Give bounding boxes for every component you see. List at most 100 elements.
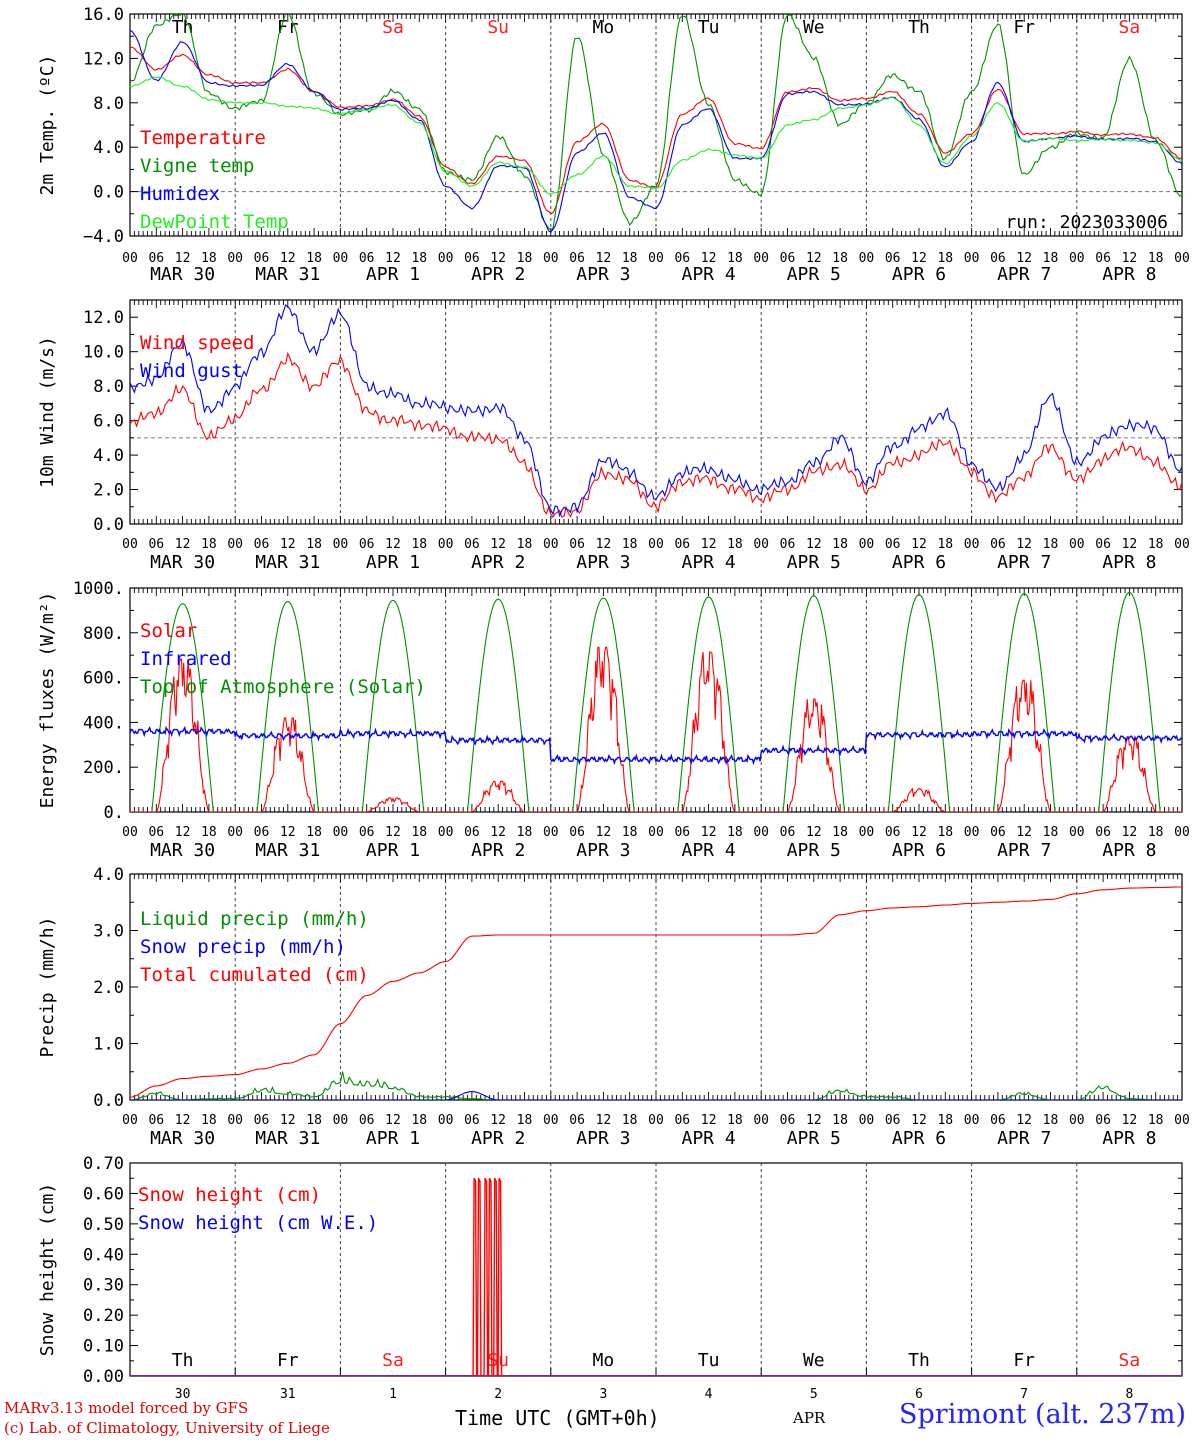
hour-label: 12 (806, 825, 822, 840)
legend-item: Top of Atmosphere (Solar) (140, 676, 426, 698)
hour-label: 00 (122, 825, 138, 840)
hour-label: 00 (964, 251, 980, 266)
day-number-label: 2 (494, 1387, 502, 1402)
date-label: APR 4 (682, 552, 736, 573)
hour-label: 06 (885, 825, 901, 840)
hour-label: 12 (701, 825, 717, 840)
legend-item: Liquid precip (mm/h) (140, 908, 369, 930)
hour-label: 00 (964, 1113, 980, 1128)
date-label: APR 6 (892, 552, 946, 573)
hour-label: 12 (911, 1113, 927, 1128)
series-group (130, 591, 1182, 812)
hour-label: 12 (280, 1113, 296, 1128)
hour-label: 12 (911, 825, 927, 840)
y-tick-label: 0.00 (83, 1367, 124, 1387)
y-tick-label: 4.0 (93, 865, 124, 885)
hour-label: 00 (859, 251, 875, 266)
date-label: APR 1 (366, 552, 420, 573)
plot-frame (129, 299, 1183, 525)
legend-item: Wind speed (140, 332, 254, 354)
date-label: APR 7 (997, 264, 1051, 285)
hour-label: 00 (1069, 251, 1085, 266)
hour-label: 12 (596, 537, 612, 552)
hour-label: 00 (1174, 1113, 1190, 1128)
day-number-label: 8 (1125, 1387, 1133, 1402)
hour-label: 06 (1095, 1113, 1111, 1128)
series-line-liquid-precip-mm-h- (130, 1071, 1182, 1100)
y-tick-label: 0.70 (83, 1154, 124, 1174)
y-tick-label: 10.0 (83, 343, 124, 363)
y-tick-label: 4.0 (93, 446, 124, 466)
y-tick-label: 400. (83, 713, 124, 733)
series-line-dewpoint-temp (130, 76, 1182, 195)
hour-label: 12 (701, 1113, 717, 1128)
hour-label: 18 (937, 1113, 953, 1128)
y-tick-label: 0.30 (83, 1276, 124, 1296)
hour-label: 12 (385, 1113, 401, 1128)
hour-label: 06 (254, 251, 270, 266)
date-label: MAR 31 (255, 264, 320, 285)
hour-label: 06 (780, 825, 796, 840)
hour-label: 12 (385, 251, 401, 266)
hour-label: 00 (753, 1113, 769, 1128)
weekday-label: Fr (1013, 1350, 1035, 1371)
series-group (130, 14, 1182, 233)
y-tick-label: 2.0 (93, 481, 124, 501)
hour-label: 18 (622, 251, 638, 266)
hour-label: 06 (1095, 825, 1111, 840)
hour-label: 00 (964, 825, 980, 840)
legend-item: Snow height (cm W.E.) (138, 1212, 378, 1234)
hour-label: 06 (359, 537, 375, 552)
hour-label: 18 (727, 1113, 743, 1128)
date-label: APR 6 (892, 840, 946, 861)
date-label: APR 1 (366, 1128, 420, 1149)
hour-label: 18 (832, 1113, 848, 1128)
y-tick-label: 8.0 (93, 94, 124, 114)
hour-label: 12 (1016, 537, 1032, 552)
hour-label: 06 (464, 1113, 480, 1128)
hour-label: 18 (517, 537, 533, 552)
y-axis-title: 10m Wind (m/s) (37, 336, 58, 488)
date-label: APR 6 (892, 1128, 946, 1149)
hour-label: 00 (1069, 537, 1085, 552)
hour-label: 18 (1043, 825, 1059, 840)
date-label: APR 5 (787, 264, 841, 285)
date-label: APR 7 (997, 840, 1051, 861)
date-label: APR 5 (787, 1128, 841, 1149)
panel-temperature: 16.0 12.0 8.0 4.0 0.0 −4.0 2m Temp. (ºC) 00 06 12… (37, 5, 1190, 285)
hour-label: 06 (148, 537, 164, 552)
legend-item: Total cumulated (cm) (140, 964, 369, 986)
hour-label: 00 (122, 1113, 138, 1128)
hour-label: 06 (569, 825, 585, 840)
hour-label: 00 (543, 251, 559, 266)
hour-label: 12 (701, 537, 717, 552)
date-label: APR 2 (471, 552, 525, 573)
hour-label: 06 (254, 825, 270, 840)
hour-label: 12 (280, 825, 296, 840)
snow-height-spike (497, 1177, 503, 1376)
plot-frame (129, 587, 1183, 813)
hour-label: 00 (227, 537, 243, 552)
hour-label: 18 (306, 251, 322, 266)
weekday-label: Fr (1013, 17, 1035, 38)
hour-label: 18 (937, 537, 953, 552)
y-tick-label: 2.0 (93, 978, 124, 998)
hour-label: 00 (227, 1113, 243, 1128)
hour-label: 00 (333, 251, 349, 266)
hour-label: 06 (990, 1113, 1006, 1128)
series-line-vigne-temp (130, 14, 1182, 232)
series-line-wind-gust (130, 304, 1182, 518)
weekday-label: Tu (698, 17, 720, 38)
hour-label: 18 (517, 251, 533, 266)
hour-label: 00 (122, 251, 138, 266)
hour-label: 18 (1043, 251, 1059, 266)
hour-label: 18 (517, 1113, 533, 1128)
hour-label: 06 (1095, 537, 1111, 552)
hour-label: 18 (1043, 537, 1059, 552)
series-group (130, 886, 1182, 1100)
series-group (130, 1177, 1182, 1376)
y-tick-label: 200. (83, 758, 124, 778)
weekday-label: Sa (382, 1350, 404, 1371)
hour-label: 12 (596, 825, 612, 840)
date-label: APR 2 (471, 264, 525, 285)
